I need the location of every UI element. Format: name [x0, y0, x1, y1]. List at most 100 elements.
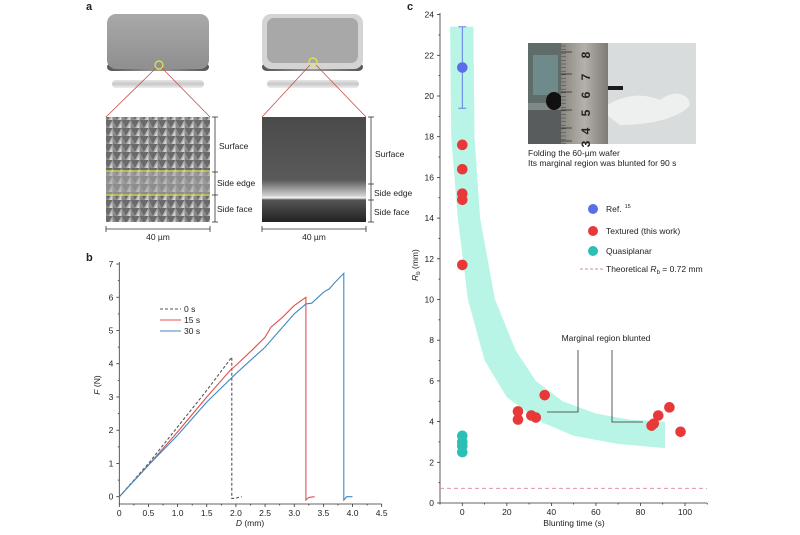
chart-c-x-axis-label: Blunting time (s) — [543, 518, 605, 528]
x-tick-label: 80 — [636, 507, 646, 517]
y-tick-label: 7 — [109, 259, 114, 269]
data-point-textured — [648, 418, 660, 429]
y-tick-label: 4 — [109, 359, 114, 369]
y-tick-label: 10 — [425, 295, 435, 305]
scale-bar-label: 40 µm — [146, 232, 170, 242]
panel-label-b: b — [86, 252, 93, 264]
layer-label-side-face: Side face — [217, 204, 253, 214]
layer-label-side-edge: Side edge — [374, 188, 413, 198]
ruler-number: 6 — [579, 91, 593, 98]
y-tick-label: 0 — [109, 492, 114, 502]
y-tick-label: 5 — [109, 326, 114, 336]
data-point-quasiplanar — [457, 446, 468, 458]
x-tick-label: 100 — [678, 507, 692, 517]
series-line-0s — [118, 355, 242, 499]
layer-label-surface: Surface — [219, 141, 249, 151]
y-tick-label: 6 — [109, 292, 114, 302]
layer-label-side-face: Side face — [374, 207, 410, 217]
ruler-number: 4 — [579, 127, 593, 134]
y-tick-label: 16 — [425, 172, 435, 182]
data-point-textured — [512, 406, 524, 417]
legend-label: 30 s — [184, 326, 200, 336]
data-point-textured — [457, 163, 468, 175]
y-tick-label: 2 — [109, 425, 114, 435]
data-point-textured — [539, 389, 550, 401]
y-tick-label: 6 — [429, 376, 434, 386]
legend-label: 0 s — [184, 304, 195, 314]
legend-marker-ref — [588, 204, 598, 214]
data-point-textured — [664, 402, 675, 413]
series-line-15s — [118, 296, 315, 502]
quasiplanar-layer-brackets — [261, 116, 374, 232]
highlight-circle — [154, 60, 164, 70]
x-tick-label: 20 — [502, 507, 512, 517]
annotation-leader-line — [611, 350, 643, 423]
x-tick-label: 4.0 — [347, 508, 359, 518]
y-tick-label: 24 — [425, 10, 435, 20]
x-tick-label: 0 — [117, 508, 122, 518]
chart-c-y-axis-label: Rb (mm) — [410, 249, 422, 281]
wafer — [595, 86, 623, 90]
ruler-number: 7 — [579, 73, 593, 80]
series-line-30s — [118, 271, 353, 502]
data-point-textured — [652, 410, 664, 421]
gloved-hand — [600, 93, 690, 125]
ruler-number: 5 — [579, 109, 593, 116]
chart-c-legend: Ref. 15 Textured (this work) Quasiplanar … — [580, 204, 703, 276]
y-tick-label: 2 — [429, 457, 434, 467]
data-point-textured — [512, 414, 524, 425]
scale-bar-label: 40 µm — [302, 232, 326, 242]
y-tick-label: 14 — [425, 213, 435, 223]
x-tick-label: 0 — [460, 507, 465, 517]
x-tick-label: 0.5 — [143, 508, 155, 518]
ruler-number: 8 — [579, 51, 593, 58]
chart-b-series — [118, 271, 353, 502]
legend-label: 15 s — [184, 315, 200, 325]
chart-c-points — [457, 26, 686, 458]
y-tick-label: 0 — [429, 498, 434, 508]
data-point-textured — [530, 412, 542, 423]
data-point-textured — [675, 426, 686, 438]
y-tick-label: 3 — [109, 392, 114, 402]
chart-b-x-axis-label: D (mm) — [236, 518, 264, 528]
data-point-ref — [457, 62, 468, 73]
legend-label-quasiplanar: Quasiplanar — [606, 246, 652, 256]
folded-wafer — [546, 92, 562, 110]
trend-band — [450, 26, 665, 449]
legend-marker-textured — [588, 226, 598, 236]
ruler-number: 3 — [579, 140, 593, 147]
x-tick-label: 40 — [547, 507, 557, 517]
quasiplanar-wafer-illustration — [261, 14, 367, 118]
y-tick-label: 8 — [429, 335, 434, 345]
textured-wafer-illustration — [105, 14, 211, 118]
layer-label-side-edge: Side edge — [217, 178, 256, 188]
data-point-textured — [457, 139, 468, 151]
panel-label-a: a — [86, 1, 93, 13]
chart-b-legend: 0 s15 s30 s — [160, 304, 200, 336]
chart-b-axes: 0 0.5 1.0 1.5 2.0 2.5 3.0 3.5 4.0 4.5 0 1 2 3 4 5 6 7 — [109, 259, 388, 518]
textured-sem-image — [106, 117, 210, 222]
legend-marker-quasiplanar — [588, 246, 598, 256]
quasiplanar-sem-image — [262, 117, 366, 222]
inset-caption-line2: Its marginal region was blunted for 90 s — [528, 158, 676, 168]
data-point-textured — [457, 194, 468, 206]
y-tick-label: 4 — [429, 417, 434, 427]
x-tick-label: 3.5 — [317, 508, 329, 518]
x-tick-label: 3.0 — [288, 508, 300, 518]
layer-label-surface: Surface — [375, 149, 405, 159]
legend-label-textured: Textured (this work) — [606, 226, 680, 236]
panel-label-c: c — [407, 1, 413, 13]
x-tick-label: 60 — [591, 507, 601, 517]
annotation-leader-line — [547, 350, 579, 413]
x-tick-label: 1.0 — [172, 508, 184, 518]
x-tick-label: 4.5 — [376, 508, 388, 518]
textured-layer-brackets — [105, 116, 218, 232]
x-tick-label: 2.5 — [259, 508, 271, 518]
panel-b: b 0 0.5 1.0 1.5 2.0 2.5 3.0 3.5 4.0 4.5 0 1 2 3 4 5 6 7 0… — [86, 252, 388, 528]
data-point-textured — [457, 259, 468, 271]
legend-label-theoretical: Theoretical Rb = 0.72 mm — [606, 264, 703, 276]
highlight-circle — [308, 57, 318, 67]
